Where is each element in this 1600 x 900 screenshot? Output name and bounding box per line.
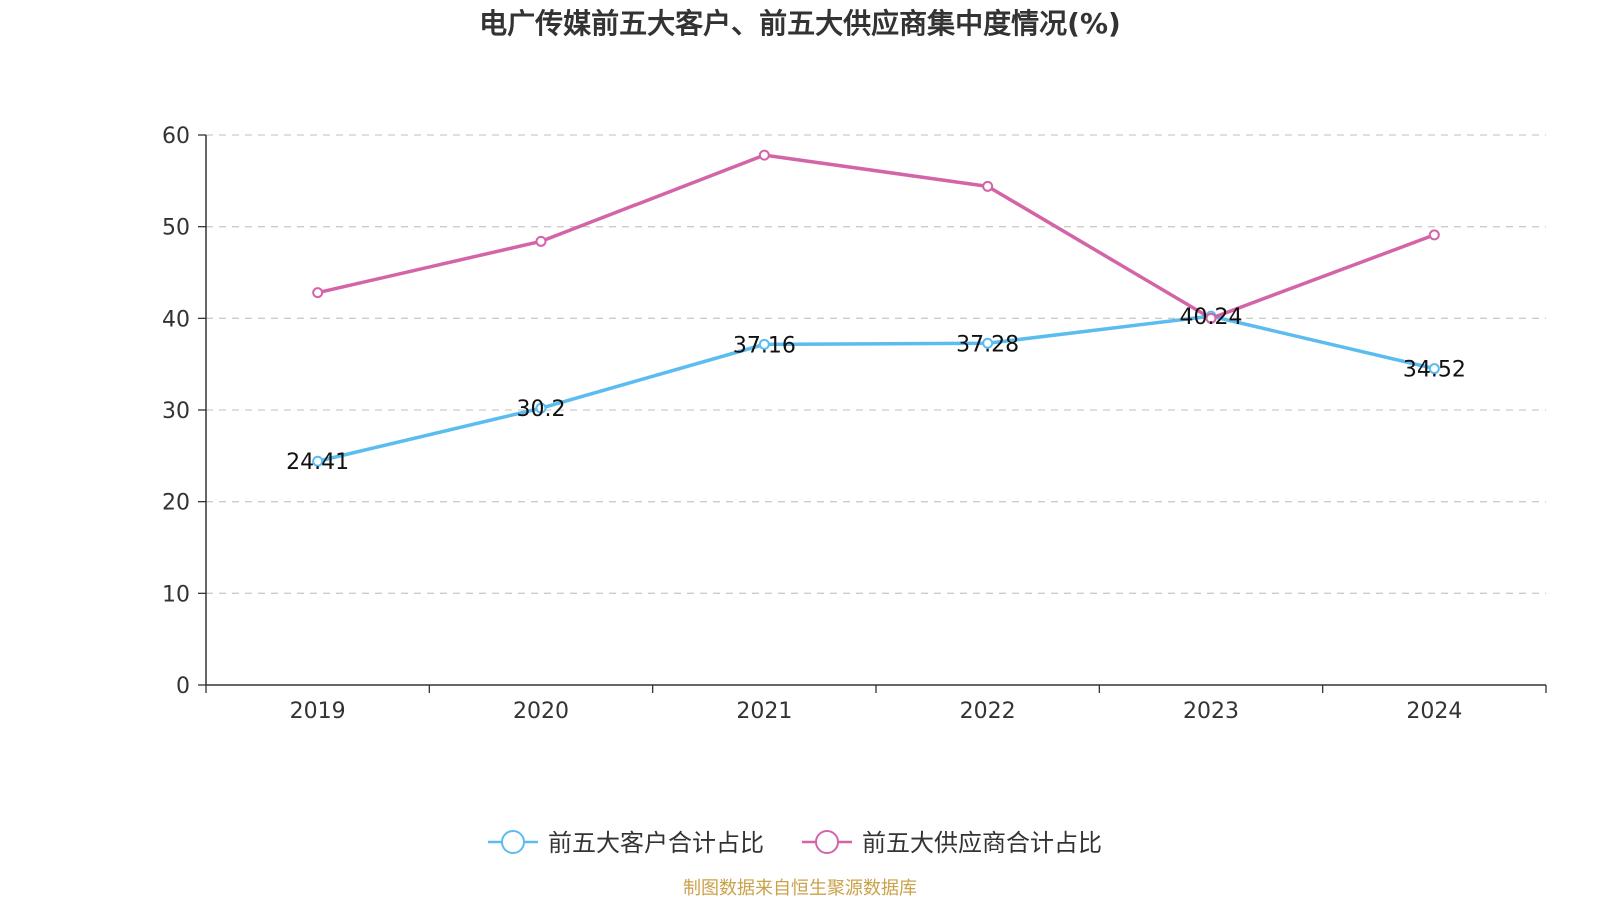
data-labels: 24.41 30.2 37.16 37.28 40.24 34.52 [286,305,1466,475]
data-point [982,337,994,349]
grid-lines [206,134,1546,594]
x-tick-label: 2020 [513,699,569,724]
data-point [312,287,324,299]
data-point [535,235,547,247]
legend-marker-icon [815,830,839,854]
chart-title: 电广传媒前五大客户、前五大供应商集中度情况(%) [479,7,1121,40]
legend-label: 前五大客户合计占比 [548,829,764,857]
y-tick-label: 0 [176,674,190,699]
y-tick-label: 30 [162,399,190,424]
x-tick-label: 2021 [736,699,792,724]
legend-marker-icon [501,830,525,854]
data-point [1205,312,1217,324]
legend[interactable]: 前五大客户合计占比 前五大供应商合计占比 [488,829,1102,857]
legend-item-2[interactable]: 前五大供应商合计占比 [802,829,1102,857]
data-label: 30.2 [517,397,566,422]
data-point [1428,363,1440,375]
y-tick-label: 20 [162,491,190,516]
series-line-2 [315,153,1437,321]
x-tick-label: 2023 [1183,699,1239,724]
data-label: 37.16 [733,333,796,358]
y-tick-label: 50 [162,216,190,241]
x-tick-label: 2019 [290,699,346,724]
data-point [758,338,770,350]
data-label: 34.52 [1403,358,1466,383]
y-tick-label: 10 [162,582,190,607]
axes: 0 10 20 30 40 50 60 2019 2020 2021 2022 2023 2024 [162,124,1547,724]
y-tick-label: 60 [162,124,190,149]
data-label: 37.28 [956,332,1019,357]
data-point [982,180,994,192]
data-point [312,455,324,467]
data-source-note: 制图数据来自恒生聚源数据库 [683,878,917,899]
x-tick-label: 2022 [960,699,1016,724]
x-tick-label: 2024 [1406,699,1462,724]
data-label: 40.24 [1180,305,1243,330]
data-point [535,402,547,414]
data-point [758,149,770,161]
data-point [1428,229,1440,241]
data-label: 24.41 [286,450,349,475]
legend-label: 前五大供应商合计占比 [862,829,1102,857]
y-tick-label: 40 [162,307,190,332]
series [312,149,1440,467]
series-line-1 [315,314,1437,463]
legend-item-1[interactable]: 前五大客户合计占比 [488,829,764,857]
